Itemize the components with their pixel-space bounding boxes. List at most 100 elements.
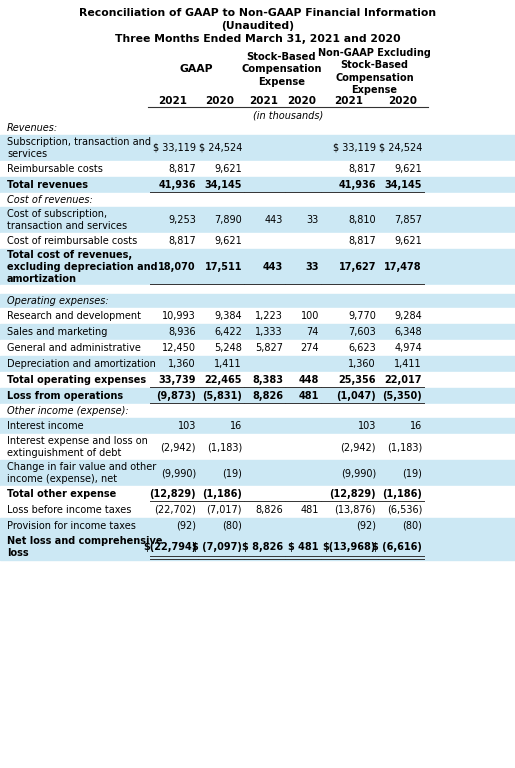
Text: (19): (19) <box>222 468 242 478</box>
Bar <box>0 534 515 560</box>
Text: Total revenues: Total revenues <box>7 180 88 190</box>
Text: 10,993: 10,993 <box>162 311 196 321</box>
Text: Reimbursable costs: Reimbursable costs <box>7 164 103 174</box>
Text: 100: 100 <box>301 311 319 321</box>
Text: 443: 443 <box>265 215 283 225</box>
Text: Total cost of revenues,
excluding depreciation and
amortization: Total cost of revenues, excluding deprec… <box>7 250 158 284</box>
Text: (9,873): (9,873) <box>156 391 196 401</box>
Text: 16: 16 <box>410 421 422 431</box>
Text: $ 33,119: $ 33,119 <box>153 143 196 153</box>
Text: Total operating expenses: Total operating expenses <box>7 375 146 385</box>
Text: 103: 103 <box>178 421 196 431</box>
Text: 4,974: 4,974 <box>394 343 422 353</box>
Text: Depreciation and amortization: Depreciation and amortization <box>7 359 156 369</box>
Text: Revenues:: Revenues: <box>7 123 58 133</box>
Text: 12,450: 12,450 <box>162 343 196 353</box>
Text: General and administrative: General and administrative <box>7 343 141 353</box>
Text: Cost of reimbursable costs: Cost of reimbursable costs <box>7 236 138 246</box>
Bar <box>0 193 515 207</box>
Text: 8,817: 8,817 <box>168 164 196 174</box>
Text: 103: 103 <box>357 421 376 431</box>
Text: Net loss and comprehensive
loss: Net loss and comprehensive loss <box>7 536 163 558</box>
Text: Interest income: Interest income <box>7 421 83 431</box>
Text: 9,253: 9,253 <box>168 215 196 225</box>
Text: 9,621: 9,621 <box>214 164 242 174</box>
Bar <box>0 340 515 356</box>
Text: $(13,968): $(13,968) <box>322 542 376 552</box>
Text: 9,621: 9,621 <box>394 236 422 246</box>
Bar <box>0 460 515 486</box>
Bar <box>0 121 515 135</box>
Bar <box>0 135 515 161</box>
Text: Sales and marketing: Sales and marketing <box>7 327 107 337</box>
Text: 8,810: 8,810 <box>348 215 376 225</box>
Text: Change in fair value and other
income (expense), net: Change in fair value and other income (e… <box>7 462 156 484</box>
Text: 448: 448 <box>299 375 319 385</box>
Bar <box>0 207 515 233</box>
Text: $ 24,524: $ 24,524 <box>199 143 242 153</box>
Text: (92): (92) <box>176 521 196 531</box>
Text: 6,623: 6,623 <box>348 343 376 353</box>
Text: 1,411: 1,411 <box>214 359 242 369</box>
Text: Subscription, transaction and
services: Subscription, transaction and services <box>7 137 151 159</box>
Text: 8,826: 8,826 <box>255 505 283 515</box>
Text: 8,826: 8,826 <box>252 391 283 401</box>
Bar <box>0 502 515 518</box>
Text: 1,223: 1,223 <box>255 311 283 321</box>
Bar <box>0 308 515 324</box>
Text: 41,936: 41,936 <box>159 180 196 190</box>
Text: $ 8,826: $ 8,826 <box>242 542 283 552</box>
Text: (19): (19) <box>402 468 422 478</box>
Text: 74: 74 <box>306 327 319 337</box>
Text: Stock-Based
Compensation
Expense: Stock-Based Compensation Expense <box>241 52 322 87</box>
Text: 17,478: 17,478 <box>384 262 422 272</box>
Text: 33: 33 <box>307 215 319 225</box>
Text: (5,831): (5,831) <box>202 391 242 401</box>
Text: $ 481: $ 481 <box>288 542 319 552</box>
Text: (7,017): (7,017) <box>207 505 242 515</box>
Text: 7,890: 7,890 <box>214 215 242 225</box>
Text: 9,284: 9,284 <box>394 311 422 321</box>
Text: 2020: 2020 <box>388 96 418 106</box>
Text: $ (6,616): $ (6,616) <box>372 542 422 552</box>
Text: Operating expenses:: Operating expenses: <box>7 296 109 306</box>
Bar <box>0 486 515 502</box>
Text: 8,936: 8,936 <box>168 327 196 337</box>
Text: (12,829): (12,829) <box>149 489 196 499</box>
Text: (9,990): (9,990) <box>341 468 376 478</box>
Text: (12,829): (12,829) <box>330 489 376 499</box>
Bar <box>0 294 515 308</box>
Text: Loss before income taxes: Loss before income taxes <box>7 505 131 515</box>
Text: (22,702): (22,702) <box>154 505 196 515</box>
Bar <box>0 285 515 294</box>
Text: 17,627: 17,627 <box>338 262 376 272</box>
Text: 443: 443 <box>263 262 283 272</box>
Text: 22,017: 22,017 <box>385 375 422 385</box>
Text: 17,511: 17,511 <box>204 262 242 272</box>
Text: 1,360: 1,360 <box>168 359 196 369</box>
Bar <box>0 233 515 249</box>
Bar <box>0 324 515 340</box>
Text: Total other expense: Total other expense <box>7 489 116 499</box>
Text: Reconciliation of GAAP to Non-GAAP Financial Information: Reconciliation of GAAP to Non-GAAP Finan… <box>79 8 436 18</box>
Text: 481: 481 <box>299 391 319 401</box>
Text: (1,186): (1,186) <box>382 489 422 499</box>
Text: Loss from operations: Loss from operations <box>7 391 123 401</box>
Bar <box>0 161 515 177</box>
Text: 8,817: 8,817 <box>348 164 376 174</box>
Text: 481: 481 <box>301 505 319 515</box>
Text: $ 24,524: $ 24,524 <box>379 143 422 153</box>
Text: (1,186): (1,186) <box>202 489 242 499</box>
Text: Interest expense and loss on
extinguishment of debt: Interest expense and loss on extinguishm… <box>7 436 148 458</box>
Text: 25,356: 25,356 <box>338 375 376 385</box>
Bar <box>0 418 515 434</box>
Text: 22,465: 22,465 <box>204 375 242 385</box>
Text: Cost of revenues:: Cost of revenues: <box>7 195 93 205</box>
Text: 8,817: 8,817 <box>168 236 196 246</box>
Text: 1,411: 1,411 <box>394 359 422 369</box>
Text: (9,990): (9,990) <box>161 468 196 478</box>
Text: 9,621: 9,621 <box>394 164 422 174</box>
Text: (1,183): (1,183) <box>387 442 422 452</box>
Text: 9,621: 9,621 <box>214 236 242 246</box>
Text: $ (7,097): $ (7,097) <box>192 542 242 552</box>
